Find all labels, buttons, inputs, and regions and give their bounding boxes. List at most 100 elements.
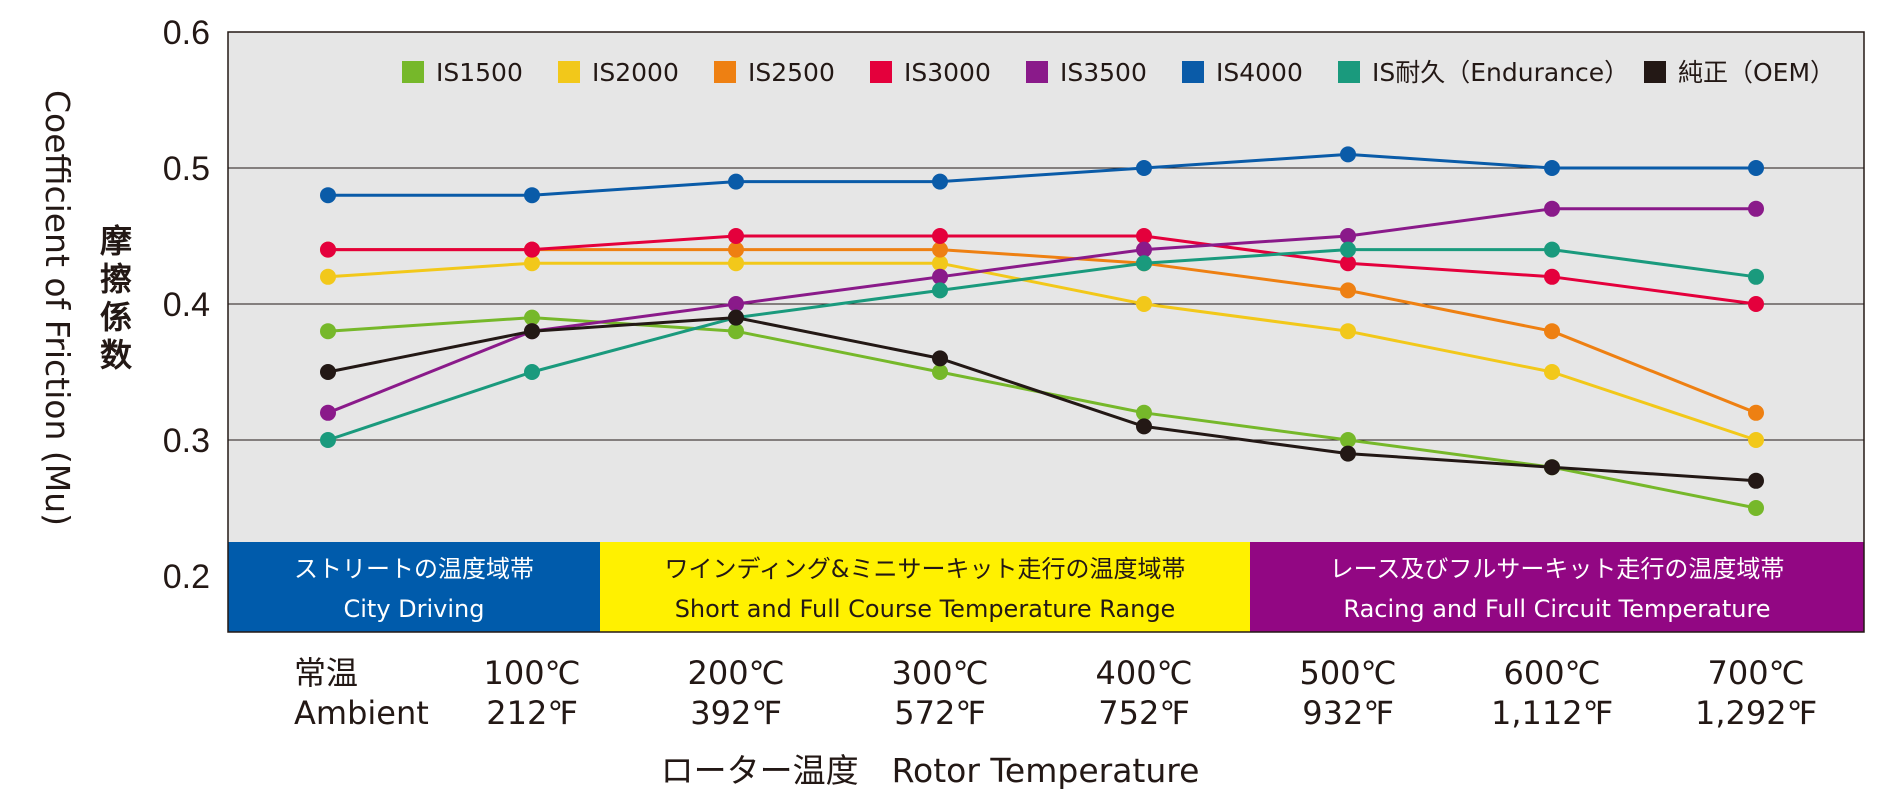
x-category-label: 常温 — [294, 654, 358, 692]
x-category-sublabel: 1,112℉ — [1491, 694, 1613, 732]
legend-label: IS3500 — [1060, 58, 1147, 87]
x-axis-title: ローター温度 Rotor Temperature — [661, 751, 1200, 790]
series-line — [328, 248, 1757, 415]
legend-swatch — [870, 61, 892, 83]
series-8 — [320, 309, 1764, 489]
data-point — [524, 364, 540, 380]
y-axis-title: Coefficient of Friction (Mu) — [38, 90, 77, 526]
data-point — [932, 228, 948, 244]
data-point — [524, 255, 540, 272]
band-label-en: Racing and Full Circuit Temperature — [1343, 595, 1770, 623]
data-point — [1544, 459, 1560, 476]
x-category-sublabel: 932℉ — [1302, 694, 1394, 732]
data-point — [1748, 296, 1764, 312]
legend-label: IS4000 — [1216, 58, 1303, 87]
data-point — [1544, 323, 1560, 340]
band-label-jp: レース及びフルサーキット走行の温度域帯 — [1330, 555, 1785, 583]
data-point — [1544, 268, 1560, 285]
legend-label: IS3000 — [904, 58, 991, 87]
data-point — [932, 241, 948, 258]
series-line — [328, 234, 1757, 306]
legend-swatch — [1026, 61, 1048, 83]
x-category-label: 100℃ — [483, 654, 580, 692]
series-6 — [320, 146, 1764, 204]
y-axis-title-jp-char: 数 — [100, 336, 133, 374]
data-point — [728, 241, 744, 258]
data-point — [1340, 228, 1356, 244]
legend-swatch — [1182, 61, 1204, 83]
data-point — [932, 173, 948, 190]
band-2 — [600, 542, 1250, 632]
legend-label: 純正（OEM） — [1678, 58, 1835, 87]
legend-label: IS2500 — [748, 58, 835, 87]
series-4 — [320, 228, 1764, 312]
plot-frame — [227, 31, 1865, 633]
data-point — [320, 404, 336, 421]
y-tick-label: 0.5 — [163, 150, 210, 188]
data-point — [1748, 200, 1764, 217]
y-axis-ticks: 0.2 0.3 0.4 0.5 0.6 — [163, 14, 210, 596]
data-point — [1340, 432, 1356, 448]
data-point — [1340, 146, 1356, 163]
data-point — [1748, 160, 1764, 176]
data-point — [1544, 241, 1560, 258]
plot-background — [228, 32, 1864, 632]
y-tick-label: 0.3 — [163, 422, 210, 460]
y-axis-title-jp-char: 擦 — [100, 260, 132, 298]
data-point — [320, 364, 336, 380]
data-point — [1136, 255, 1152, 272]
legend-swatch — [1338, 61, 1360, 83]
data-point — [932, 364, 948, 380]
legend-swatch — [1644, 61, 1666, 83]
series-7 — [320, 241, 1764, 448]
x-category-label: 500℃ — [1299, 654, 1396, 692]
x-category-sublabel: 212℉ — [486, 694, 578, 732]
data-point — [1340, 241, 1356, 258]
legend-swatch — [558, 61, 580, 83]
legend-label: IS2000 — [592, 58, 679, 87]
data-point — [728, 323, 744, 340]
y-axis-title-jp-char: 係 — [100, 298, 132, 336]
data-point — [1748, 268, 1764, 285]
data-point — [524, 241, 540, 258]
x-category-label: 400℃ — [1095, 654, 1192, 692]
data-point — [1748, 404, 1764, 421]
data-point — [320, 268, 336, 285]
band-label-jp: ストリートの温度域帯 — [294, 555, 534, 583]
data-point — [320, 432, 336, 448]
data-point — [1748, 500, 1764, 516]
data-point — [728, 309, 744, 326]
data-point — [1340, 323, 1356, 340]
x-category-label: 600℃ — [1503, 654, 1600, 692]
data-point — [1136, 228, 1152, 244]
x-category-sublabel: 392℉ — [690, 694, 782, 732]
data-point — [728, 296, 744, 312]
series-line — [328, 152, 1756, 197]
series-line — [327, 316, 1757, 483]
band-label-en: Short and Full Course Temperature Range — [675, 595, 1176, 623]
data-point — [1544, 160, 1560, 176]
legend-swatch — [714, 61, 736, 83]
y-tick-label: 0.2 — [163, 558, 210, 596]
y-tick-label: 0.6 — [163, 14, 210, 52]
data-point — [1136, 418, 1152, 435]
x-category-label: 200℃ — [687, 654, 784, 692]
series-lines — [320, 146, 1764, 516]
data-point — [1340, 282, 1356, 299]
data-point — [1544, 364, 1560, 380]
series-line — [327, 248, 1757, 442]
data-point — [1544, 200, 1560, 217]
data-point — [728, 173, 744, 190]
data-point — [1340, 255, 1356, 272]
x-category-sublabel: Ambient — [294, 694, 429, 732]
x-category-label: 300℃ — [891, 654, 988, 692]
x-category-sublabel: 572℉ — [894, 694, 986, 732]
data-point — [1136, 241, 1152, 258]
legend: IS1500 IS2000 IS2500 IS3000 IS3500 IS4000 IS耐久… — [402, 58, 1835, 87]
temperature-bands: ストリートの温度域帯 City Driving ワインディング&ミニサーキット走行の… — [228, 542, 1864, 632]
x-category-label: 700℃ — [1707, 654, 1804, 692]
series-line — [327, 261, 1757, 442]
data-point — [1136, 160, 1152, 176]
